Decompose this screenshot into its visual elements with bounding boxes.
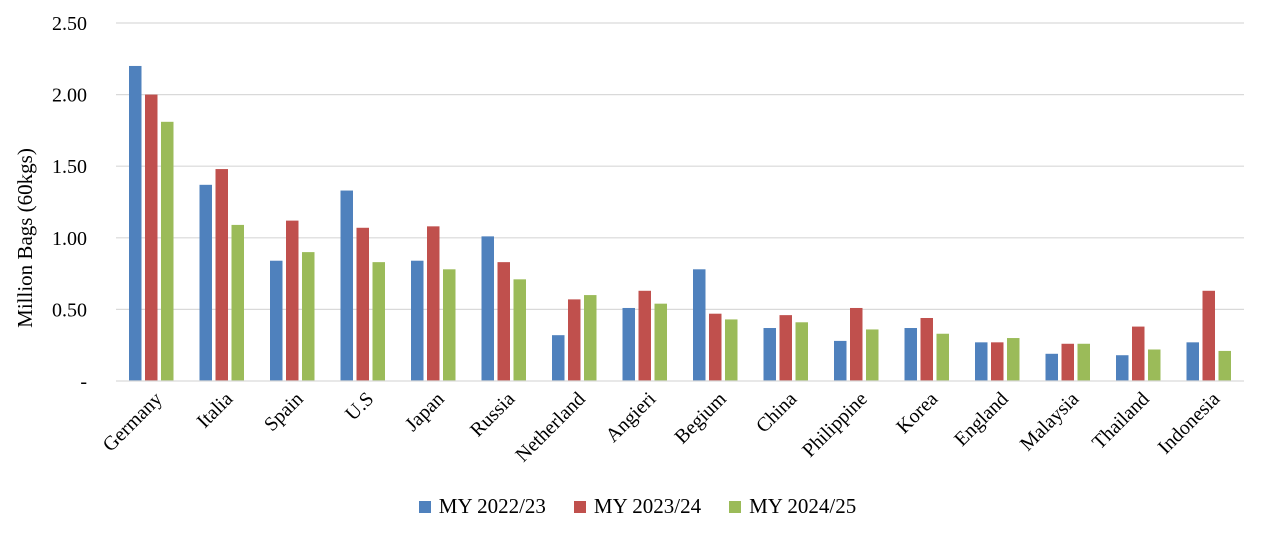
- bar: [427, 226, 440, 381]
- x-tick-label: Italia: [193, 388, 238, 433]
- y-tick-label: -: [80, 371, 87, 393]
- bar: [199, 184, 212, 381]
- y-tick-label: 2.50: [52, 13, 87, 35]
- legend-swatch: [418, 500, 431, 513]
- bar: [693, 269, 706, 381]
- bar: [795, 322, 808, 381]
- bar: [1148, 349, 1161, 381]
- bar: [1077, 343, 1090, 381]
- legend-label: MY 2023/24: [593, 494, 702, 518]
- bar: [372, 262, 385, 381]
- x-tick-label: Philippine: [798, 388, 872, 462]
- bar: [638, 290, 651, 381]
- bars: [129, 65, 1231, 382]
- bar: [270, 260, 283, 381]
- bar: [920, 317, 933, 381]
- bar: [975, 342, 988, 381]
- bar: [779, 315, 792, 381]
- x-tick-label: Russia: [466, 388, 519, 441]
- y-tick-label: 2.00: [52, 85, 87, 107]
- x-tick-label: Thailand: [1088, 388, 1154, 454]
- bar: [1218, 350, 1231, 381]
- legend-label: MY 2024/25: [749, 494, 857, 518]
- x-tick-label: Netherland: [511, 388, 589, 466]
- bar: [356, 227, 369, 381]
- x-tick-label: Korea: [892, 388, 942, 438]
- y-axis-ticks: - 0.50 1.00 1.50 2.00 2.50: [52, 13, 87, 393]
- x-tick-label: Spain: [260, 388, 308, 436]
- x-tick-label: Indonesia: [1154, 388, 1225, 459]
- x-axis-ticks: Germany Italia Spain U.S Japan RussiaNetherla…: [99, 388, 1225, 467]
- bar: [411, 260, 424, 381]
- gridlines: [116, 22, 1244, 310]
- bar: [552, 335, 565, 381]
- x-tick-label: Germany: [99, 388, 167, 456]
- bar: [709, 313, 722, 381]
- bar: [497, 262, 510, 381]
- bar: [991, 342, 1004, 381]
- legend: MY 2022/23 MY 2023/24 MY 2024/25: [0, 494, 1275, 519]
- bar: [1045, 353, 1058, 381]
- bar: [584, 295, 597, 381]
- bar: [340, 190, 353, 381]
- bar: [481, 236, 494, 381]
- x-tick-label: Begium: [670, 388, 731, 449]
- bar: [622, 307, 635, 381]
- bar: [725, 319, 738, 381]
- bar: [850, 307, 863, 381]
- x-tick-label: U.S: [341, 388, 378, 425]
- y-tick-label: 1.50: [52, 156, 87, 178]
- bar: [443, 269, 456, 381]
- bar: [1007, 338, 1020, 381]
- x-tick-label: Japan: [401, 388, 449, 436]
- bar: [904, 328, 917, 381]
- legend-item: MY 2023/24: [573, 494, 702, 519]
- bar: [763, 328, 776, 381]
- bar: [161, 121, 174, 382]
- bar: [654, 303, 667, 381]
- bar: [1061, 343, 1074, 381]
- bar: [302, 252, 315, 381]
- x-tick-label: China: [752, 388, 801, 437]
- bar: [568, 299, 581, 381]
- legend-swatch: [573, 500, 586, 513]
- legend-label: MY 2022/23: [438, 494, 546, 518]
- legend-swatch: [729, 500, 742, 513]
- bar: [936, 333, 949, 381]
- bar: [866, 329, 879, 381]
- y-tick-label: 0.50: [52, 299, 87, 321]
- legend-item: MY 2024/25: [729, 494, 856, 519]
- bar: [145, 94, 158, 381]
- bar: [215, 169, 228, 381]
- x-tick-label: England: [950, 388, 1013, 451]
- x-tick-label: Angieri: [602, 388, 661, 447]
- bar: [834, 340, 847, 381]
- bar: [1202, 290, 1215, 381]
- bar: [286, 220, 299, 381]
- bar: [1116, 355, 1129, 381]
- bar: [1186, 342, 1199, 381]
- y-tick-label: 1.00: [52, 228, 87, 250]
- bar: [513, 279, 526, 381]
- bar: [129, 65, 142, 382]
- legend-item: MY 2022/23: [418, 494, 546, 519]
- bar: [1132, 326, 1145, 381]
- bar: [231, 224, 244, 381]
- x-tick-label: Malaysia: [1016, 388, 1083, 455]
- y-axis-label: Million Bags (60kgs): [13, 148, 37, 328]
